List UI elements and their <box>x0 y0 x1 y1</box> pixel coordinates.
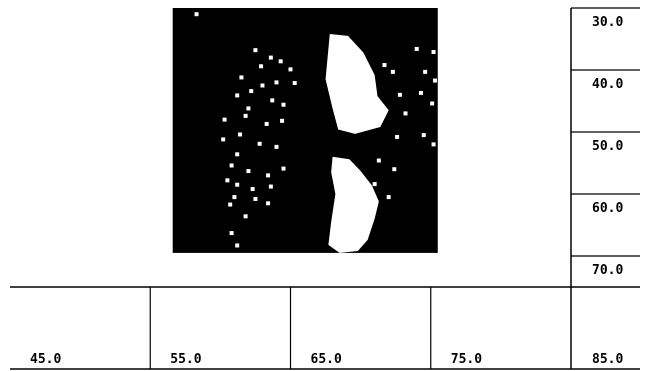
y-tick-label: 40.0 <box>592 77 623 92</box>
hole-dot-37 <box>243 214 248 219</box>
hole-dot-23 <box>274 144 279 149</box>
hole-dot-22 <box>257 141 262 146</box>
hole-dot-2 <box>253 48 258 53</box>
tick-layer: 45.0 55.0 65.0 75.0 85.0 30.0 40.0 50.0 60.0 70.0 <box>30 7 640 369</box>
hole-dot-12 <box>249 89 254 94</box>
hole-dot-52 <box>432 78 437 83</box>
hole-region-2 <box>328 156 379 253</box>
hole-dot-39 <box>235 243 240 248</box>
hole-dot-34 <box>253 196 258 201</box>
hole-dot-47 <box>372 182 377 187</box>
hole-dot-50 <box>431 50 436 55</box>
hole-dot-15 <box>281 102 286 107</box>
hole-dot-29 <box>225 178 230 183</box>
hole-dot-6 <box>288 67 293 72</box>
hole-dot-51 <box>423 69 428 74</box>
hole-dot-16 <box>222 117 227 122</box>
hole-dot-32 <box>268 184 273 189</box>
hole-dot-55 <box>421 133 426 138</box>
hole-dot-36 <box>228 202 233 207</box>
hole-dot-33 <box>232 195 237 200</box>
data-layer <box>172 8 438 253</box>
hole-dot-44 <box>395 134 400 139</box>
hole-dot-41 <box>390 69 395 74</box>
y-tick-label: 50.0 <box>592 139 623 154</box>
hole-dot-45 <box>376 158 381 163</box>
hole-dot-56 <box>431 142 436 147</box>
hole-dot-20 <box>221 137 226 142</box>
x-corner-label: 85.0 <box>592 352 623 367</box>
hole-dot-11 <box>235 93 240 98</box>
hole-dot-40 <box>382 63 387 68</box>
hole-dot-18 <box>264 121 269 126</box>
hole-dot-3 <box>268 55 273 60</box>
hole-dot-25 <box>229 163 234 168</box>
x-tick-label: 65.0 <box>311 352 342 367</box>
hole-dot-7 <box>239 75 244 80</box>
hole-dot-17 <box>243 113 248 118</box>
hole-dot-5 <box>278 59 283 64</box>
y-tick-label: 60.0 <box>592 201 623 216</box>
axes-layer <box>10 8 640 370</box>
hole-dot-1 <box>194 12 199 17</box>
hole-dot-42 <box>397 92 402 97</box>
hole-dot-48 <box>386 195 391 200</box>
hole-dot-53 <box>418 90 423 95</box>
hole-dot-9 <box>274 80 279 85</box>
hole-region-1 <box>325 34 389 134</box>
hole-dot-14 <box>246 106 251 111</box>
hole-dot-54 <box>430 101 435 106</box>
hole-dot-21 <box>238 132 243 137</box>
x-tick-label: 45.0 <box>30 352 61 367</box>
y-tick-label: 30.0 <box>592 15 623 30</box>
hole-dot-46 <box>392 167 397 172</box>
hole-dot-4 <box>259 64 264 69</box>
hole-dot-43 <box>403 111 408 116</box>
hole-dot-27 <box>266 173 271 178</box>
hole-dot-24 <box>235 152 240 157</box>
y-tick-label: 70.0 <box>592 263 623 278</box>
hole-dot-8 <box>260 83 265 88</box>
hole-dot-19 <box>280 118 285 123</box>
hole-dot-35 <box>266 201 271 206</box>
hole-dot-26 <box>246 169 251 174</box>
hole-dot-30 <box>235 182 240 187</box>
x-tick-label: 55.0 <box>170 352 201 367</box>
hole-dot-38 <box>229 231 234 236</box>
hole-dot-31 <box>250 187 255 192</box>
filled-band <box>172 8 438 253</box>
hole-dot-13 <box>270 98 275 103</box>
hole-dot-28 <box>281 166 286 171</box>
hole-dot-49 <box>414 46 419 51</box>
hole-dot-10 <box>292 81 297 86</box>
x-tick-label: 75.0 <box>451 352 482 367</box>
